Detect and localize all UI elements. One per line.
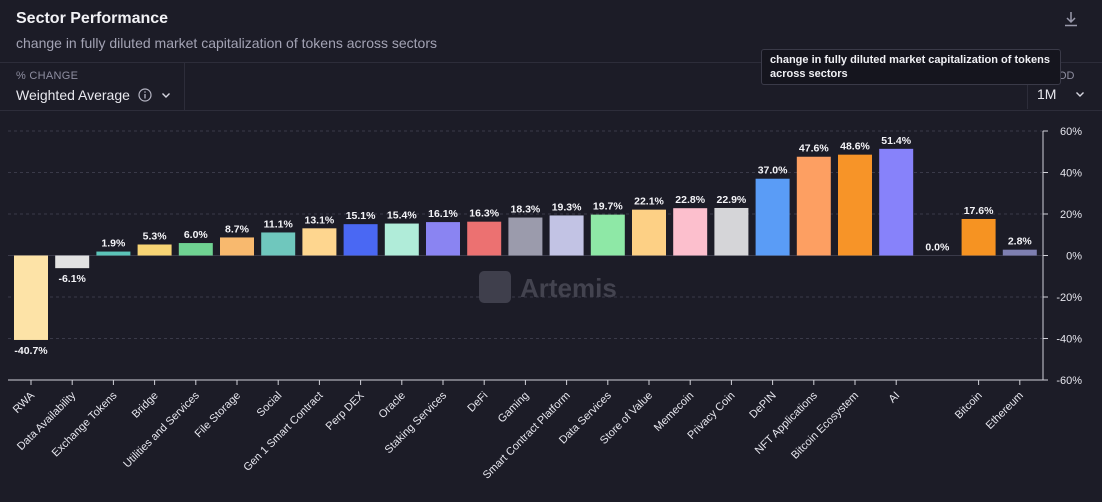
chart-title: Sector Performance	[16, 10, 169, 27]
bar[interactable]	[137, 244, 172, 256]
bar[interactable]	[1002, 249, 1037, 256]
x-tick-label: DeFi	[465, 390, 490, 415]
bar[interactable]	[261, 232, 296, 256]
bar[interactable]	[755, 178, 790, 256]
bar[interactable]	[14, 255, 48, 340]
period-value: 1M	[1037, 86, 1057, 102]
bar-value-label: 22.8%	[675, 194, 705, 206]
x-tick-label: Social	[255, 390, 285, 420]
bar[interactable]	[673, 208, 708, 256]
bar[interactable]	[590, 214, 625, 256]
y-tick-label: 60%	[1060, 126, 1082, 138]
bar-value-label: 16.1%	[428, 208, 458, 220]
y-tick-label: 20%	[1060, 209, 1082, 221]
bar[interactable]	[838, 154, 872, 256]
x-tick-label: Bridge	[130, 390, 161, 421]
bar-value-label: 6.0%	[184, 229, 209, 241]
watermark: Artemis	[479, 271, 617, 303]
x-tick-label: Memecoin	[652, 390, 696, 434]
info-icon[interactable]	[138, 88, 152, 102]
x-tick-label: Gen 1 Smart Contract	[241, 390, 325, 474]
y-tick-label: 0%	[1066, 251, 1082, 263]
bar[interactable]	[96, 251, 131, 256]
bar[interactable]	[384, 223, 419, 256]
bar-value-label: -40.7%	[14, 345, 48, 357]
chart-subtitle: change in fully diluted market capitaliz…	[16, 35, 437, 51]
y-tick-label: -60%	[1056, 375, 1082, 387]
bar-value-label: 1.9%	[101, 238, 126, 250]
metric-value: Weighted Average	[16, 87, 130, 103]
bar-value-label: 37.0%	[758, 165, 788, 177]
bar-value-label: 2.8%	[1008, 236, 1033, 248]
bar-value-label: 51.4%	[881, 135, 911, 147]
bar-value-label: 8.7%	[225, 223, 250, 235]
watermark-text: Artemis	[520, 273, 617, 303]
bar[interactable]	[467, 221, 502, 256]
bar-value-label: 15.4%	[387, 210, 417, 222]
x-tick-label: Perp DEX	[324, 389, 368, 433]
y-tick-label: -40%	[1056, 334, 1082, 346]
x-tick-label: Gaming	[496, 390, 532, 426]
bar[interactable]	[426, 222, 460, 256]
chevron-down-icon	[1076, 92, 1085, 97]
x-tick-label: Utilities and Services	[121, 389, 202, 470]
bar-value-label: 0.0%	[925, 242, 950, 254]
bar-value-label: 19.3%	[552, 201, 582, 213]
x-tick-label: RWA	[11, 389, 38, 416]
download-icon[interactable]	[1062, 10, 1080, 28]
header-divider	[0, 62, 1102, 63]
metric-label: % CHANGE	[16, 70, 79, 82]
y-tick-label: 40%	[1060, 168, 1082, 180]
bar-value-label: 19.7%	[593, 201, 623, 213]
period-dropdown[interactable]: 1M	[1027, 79, 1095, 109]
bar[interactable]	[55, 255, 90, 269]
bar[interactable]	[178, 243, 213, 256]
bar-value-label: 47.6%	[799, 143, 829, 155]
bar-value-label: 22.9%	[717, 194, 747, 206]
bar[interactable]	[632, 209, 666, 256]
bar[interactable]	[508, 217, 543, 256]
tooltip: change in fully diluted market capitaliz…	[761, 49, 1061, 85]
x-tick-label: DePIN	[747, 390, 778, 421]
bar[interactable]	[220, 237, 254, 256]
bar[interactable]	[549, 215, 584, 256]
x-tick-label: AI	[886, 390, 902, 406]
controls-divider	[0, 110, 1102, 111]
x-tick-label: Bitcoin	[953, 390, 985, 422]
bar-value-label: 16.3%	[469, 208, 499, 220]
y-tick-label: -20%	[1056, 292, 1082, 304]
bar-value-label: 5.3%	[143, 231, 168, 243]
bar-value-label: 18.3%	[511, 204, 541, 216]
bar-value-label: -6.1%	[58, 273, 86, 285]
control-divider	[184, 62, 185, 110]
period-label: OD	[1058, 70, 1075, 82]
bar-value-label: 11.1%	[264, 218, 294, 230]
bar[interactable]	[879, 148, 914, 256]
artemis-logo-icon	[479, 271, 511, 303]
bar[interactable]	[714, 207, 749, 256]
metric-dropdown[interactable]: Weighted Average	[16, 85, 172, 105]
bar-value-label: 15.1%	[346, 210, 376, 222]
bar[interactable]	[796, 156, 831, 256]
bar-value-label: 48.6%	[840, 141, 870, 153]
bar-value-label: 13.1%	[305, 214, 335, 226]
bar-value-label: 17.6%	[964, 205, 994, 217]
bar[interactable]	[343, 224, 378, 256]
bar[interactable]	[961, 218, 996, 256]
bar-value-label: 22.1%	[634, 196, 664, 208]
x-tick-label: Oracle	[377, 390, 408, 421]
chevron-down-icon	[161, 93, 170, 98]
x-tick-label: Ethereum	[984, 390, 1026, 432]
bar[interactable]	[302, 228, 337, 256]
